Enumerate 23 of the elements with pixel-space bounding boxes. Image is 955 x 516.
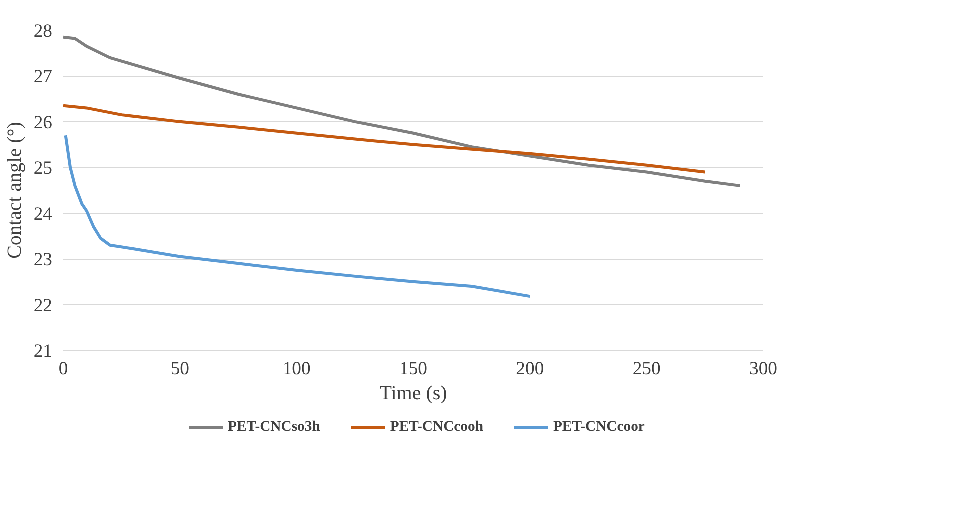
y-tick-label: 22 bbox=[34, 295, 52, 316]
legend-label: PET-CNCcoor bbox=[553, 418, 645, 436]
y-tick-label: 28 bbox=[34, 21, 52, 42]
y-axis-title: Contact angle (°) bbox=[4, 122, 26, 259]
y-tick-label: 23 bbox=[34, 250, 52, 271]
line-series bbox=[64, 104, 707, 174]
x-tick-label: 100 bbox=[282, 358, 311, 380]
x-tick-label: 200 bbox=[516, 358, 544, 380]
x-tick-label: 50 bbox=[170, 358, 190, 380]
legend-label: PET-CNCso3h bbox=[228, 418, 320, 436]
x-tick-label: 0 bbox=[58, 358, 68, 380]
y-tick-label: 25 bbox=[34, 158, 52, 180]
x-tick-label: 150 bbox=[400, 358, 428, 380]
x-tick-label: 300 bbox=[750, 358, 778, 380]
y-tick-label: 24 bbox=[34, 204, 54, 225]
x-axis-title: Time (s) bbox=[380, 382, 448, 404]
line-series bbox=[64, 36, 742, 188]
line-series bbox=[64, 134, 532, 298]
x-tick-label: 250 bbox=[632, 358, 661, 380]
y-tick-label: 27 bbox=[34, 66, 52, 88]
legend-label: PET-CNCcooh bbox=[390, 418, 484, 436]
y-tick-label: 21 bbox=[34, 341, 52, 362]
y-tick-label: 26 bbox=[34, 112, 52, 134]
